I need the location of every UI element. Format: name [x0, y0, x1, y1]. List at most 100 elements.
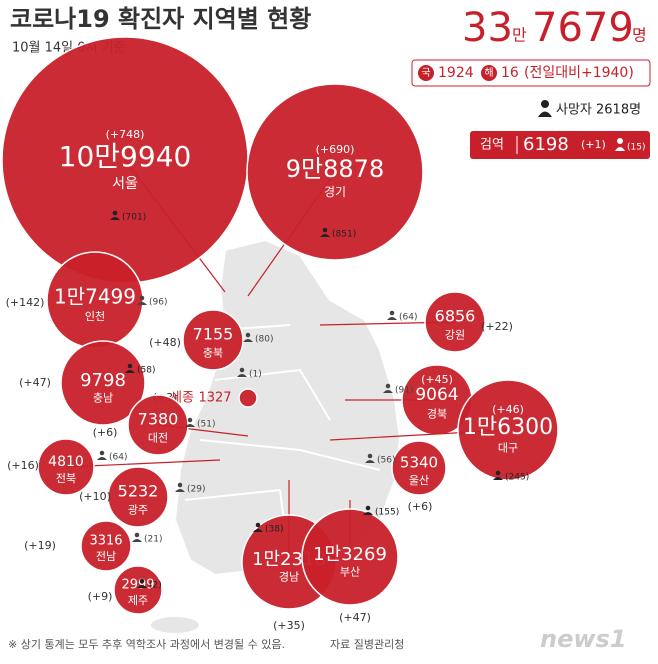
death-icon-head — [389, 310, 395, 316]
death-icon-head — [134, 532, 140, 538]
death-icon — [137, 295, 147, 305]
death-icon-body — [125, 370, 135, 373]
quarantine-box — [470, 131, 650, 159]
region-name: 대전 — [148, 432, 168, 445]
death-icon-body — [185, 424, 195, 427]
region-total: 2999 — [121, 578, 154, 593]
region-name: 충북 — [203, 347, 223, 360]
region-change: (+22) — [481, 320, 513, 333]
region-change: (+6) — [408, 500, 433, 513]
region-total: 6856 — [435, 307, 476, 326]
region-total: 1만7499 — [54, 285, 136, 309]
domestic-badge: 국 — [421, 67, 430, 79]
region-change: (+690) — [316, 143, 355, 156]
region-bubble — [37, 438, 95, 496]
death-icon-body — [365, 460, 375, 463]
region-bubble — [391, 440, 447, 496]
region-deaths: (1) — [249, 370, 262, 380]
region-total: 9만8878 — [286, 155, 384, 183]
overseas: 16 — [501, 65, 519, 81]
death-icon-head — [99, 450, 105, 456]
region-deaths: (58) — [137, 366, 155, 376]
region-name: 서울 — [112, 176, 138, 192]
region-total: 1만6300 — [463, 415, 553, 440]
death-icon — [383, 383, 393, 393]
death-icon-head — [239, 367, 245, 373]
death-icon — [97, 450, 107, 460]
region-total: 7380 — [138, 410, 179, 429]
death-icon-body — [237, 374, 247, 377]
region-deaths: (155) — [375, 508, 399, 518]
region-change: (+47) — [19, 376, 51, 389]
death-icon — [387, 310, 397, 320]
region-deaths: (2) — [149, 581, 162, 591]
death-icon-head — [495, 470, 501, 476]
death-icon — [365, 453, 375, 463]
death-icon-head — [322, 227, 328, 233]
death-icon — [243, 332, 253, 342]
region-name: 경북 — [427, 407, 447, 420]
death-icon-body — [320, 234, 330, 237]
domestic: 1924 — [438, 65, 474, 81]
deaths: 사망자 2618명 — [556, 103, 641, 118]
region-change: (+35) — [273, 619, 305, 632]
total-man: 33 — [462, 5, 513, 51]
region-bubble — [107, 466, 169, 528]
region-name: 울산 — [409, 474, 429, 487]
region-change: (+45) — [421, 373, 453, 386]
region-name: 인천 — [85, 309, 105, 323]
death-icon-body — [363, 512, 373, 515]
region-change: (+9) — [88, 590, 113, 603]
title: 코로나19 확진자 지역별 현황 — [10, 5, 311, 33]
source: 자료 질병관리청 — [330, 638, 404, 651]
region-change: (+46) — [492, 403, 524, 416]
region-deaths: (80) — [255, 335, 273, 345]
death-icon — [237, 367, 247, 377]
death-icon — [493, 470, 503, 480]
map-borders — [184, 324, 381, 571]
death-icon — [185, 417, 195, 427]
badge — [418, 65, 434, 81]
region-total: 1만3269 — [313, 544, 387, 565]
region-total: 5340 — [400, 454, 438, 472]
death-icon-body — [243, 339, 253, 342]
daily-box — [411, 59, 651, 87]
region-name: 광주 — [128, 504, 148, 517]
region-change: (+16) — [7, 459, 39, 472]
death-icon — [137, 578, 147, 588]
region-total: 1327 — [198, 391, 231, 406]
region-deaths: (64) — [399, 313, 417, 323]
death-icon-head — [245, 332, 251, 338]
region-bubble — [457, 379, 559, 481]
quarantine-label: 검역 — [480, 138, 504, 153]
death-icon-head — [177, 482, 183, 488]
death-icon-head — [385, 383, 391, 389]
region-deaths: (245) — [505, 473, 529, 483]
death-icon-head — [255, 522, 261, 528]
region-total: 4810 — [48, 454, 84, 470]
region-change: (+10) — [79, 490, 111, 503]
total-unit: 명 — [632, 26, 647, 45]
region-bubble — [238, 388, 258, 408]
death-icon-head — [112, 210, 118, 216]
death-icon-body — [97, 457, 107, 460]
region-name: 충남 — [93, 391, 113, 404]
region-deaths: (851) — [332, 230, 356, 240]
region-deaths: (96) — [149, 298, 167, 308]
badge — [481, 65, 497, 81]
death-icon-head — [139, 578, 145, 584]
region-total: 10만9940 — [59, 140, 192, 173]
daily-change: (전일대비+1940) — [524, 65, 634, 81]
region-change: (+142) — [6, 296, 45, 309]
region-change: (+6) — [93, 426, 118, 439]
death-icon — [125, 363, 135, 373]
overseas-badge: 해 — [484, 66, 493, 79]
jeju-island — [151, 617, 199, 633]
region-name: 대구 — [498, 442, 518, 455]
death-icon-body — [383, 390, 393, 393]
region-deaths: (56) — [377, 456, 395, 466]
logo: news1 — [540, 625, 627, 653]
quarantine-change: (+1) — [581, 138, 606, 151]
death-icon-head — [127, 363, 133, 369]
